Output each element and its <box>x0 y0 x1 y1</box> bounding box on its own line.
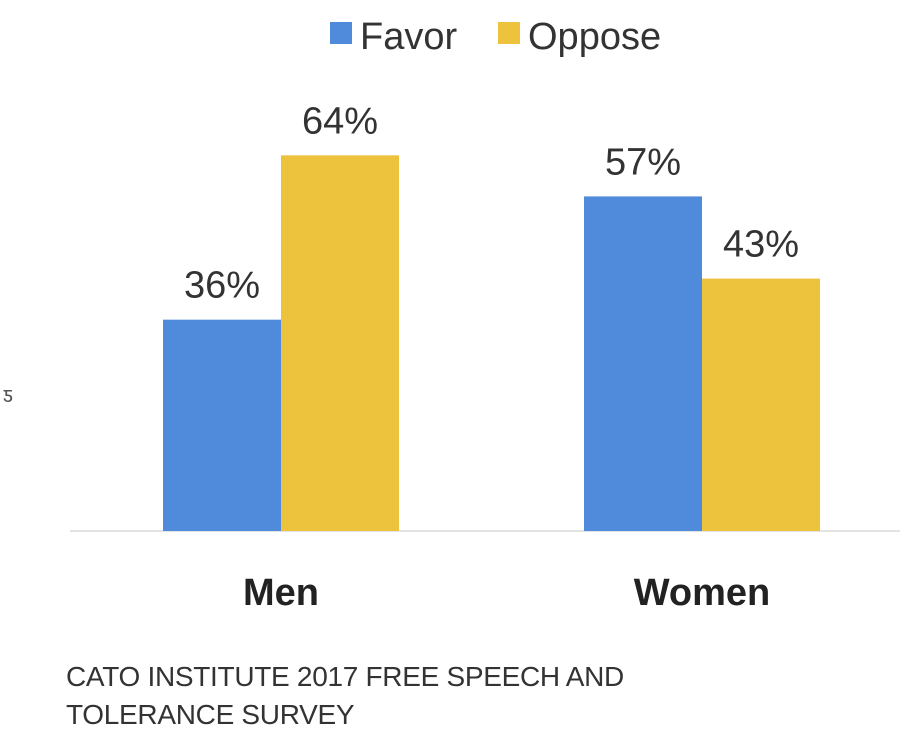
value-label-men-oppose: 64% <box>302 100 378 142</box>
bar-men-favor <box>163 319 281 531</box>
legend-swatch-favor <box>330 22 352 44</box>
value-labels: 36% 64% 57% 43% <box>184 100 799 306</box>
legend-label-oppose: Oppose <box>528 16 661 58</box>
bars <box>163 155 820 531</box>
legend-label-favor: Favor <box>360 16 457 58</box>
value-label-men-favor: 36% <box>184 265 260 307</box>
bar-women-oppose <box>702 278 820 531</box>
category-labels: Men Women <box>243 572 770 614</box>
legend-swatch-oppose <box>498 22 520 44</box>
bar-women-favor <box>584 196 702 531</box>
value-label-women-oppose: 43% <box>723 224 799 266</box>
category-label-women: Women <box>634 572 771 614</box>
category-label-men: Men <box>243 572 319 614</box>
value-label-women-favor: 57% <box>605 141 681 183</box>
source-note: CATO INSTITUTE 2017 FREE SPEECH AND TOLE… <box>66 661 624 730</box>
legend: Favor Oppose <box>330 16 661 58</box>
cropped-edge-fragment: ƽ <box>3 382 14 407</box>
bar-men-oppose <box>281 155 399 531</box>
